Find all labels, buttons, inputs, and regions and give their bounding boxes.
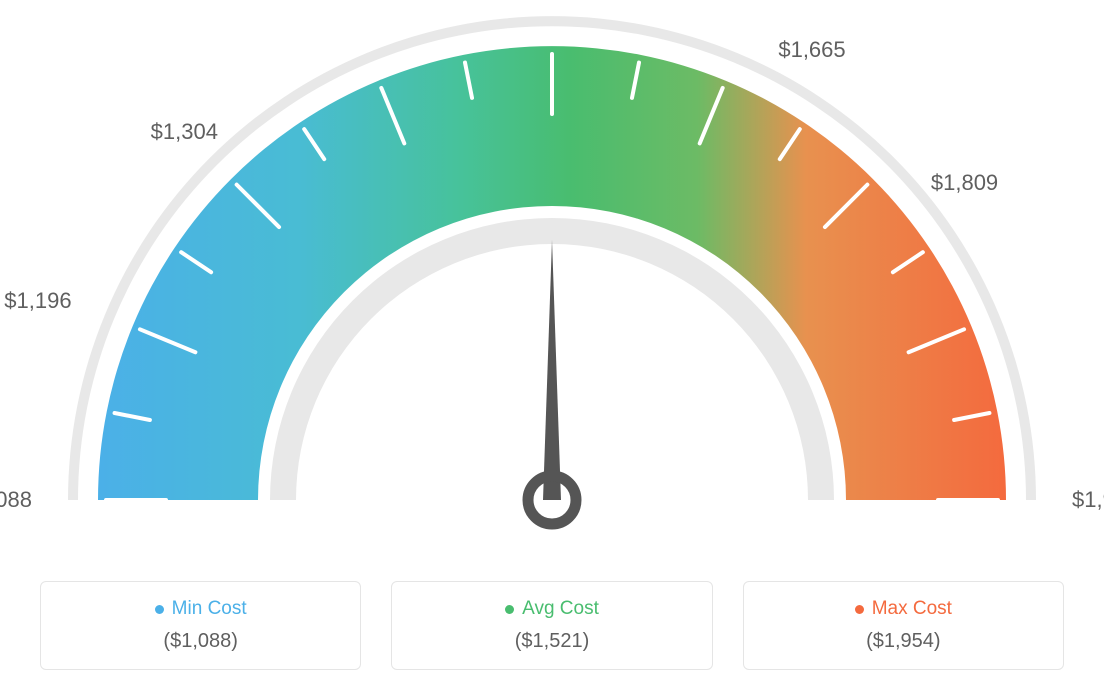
legend-label-min: Min Cost (172, 598, 247, 620)
scale-label: $1,954 (1072, 487, 1104, 513)
scale-label: $1,088 (0, 487, 32, 513)
legend-row: Min Cost ($1,088) Avg Cost ($1,521) Max … (0, 581, 1104, 670)
legend-value-max: ($1,954) (754, 630, 1053, 653)
legend-label-max: Max Cost (872, 598, 952, 620)
legend-label-avg: Avg Cost (522, 598, 599, 620)
legend-title-max: Max Cost (855, 598, 952, 620)
gauge-svg (0, 0, 1104, 560)
legend-title-avg: Avg Cost (505, 598, 599, 620)
legend-card-avg: Avg Cost ($1,521) (391, 581, 712, 670)
legend-card-min: Min Cost ($1,088) (40, 581, 361, 670)
legend-dot-min (155, 605, 164, 614)
legend-title-min: Min Cost (155, 598, 247, 620)
legend-dot-max (855, 605, 864, 614)
legend-dot-avg (505, 605, 514, 614)
gauge-area: $1,088$1,196$1,304$1,521$1,665$1,809$1,9… (0, 0, 1104, 560)
legend-value-min: ($1,088) (51, 630, 350, 653)
scale-label: $1,304 (151, 119, 218, 145)
gauge-chart: $1,088$1,196$1,304$1,521$1,665$1,809$1,9… (0, 0, 1104, 690)
scale-label: $1,196 (4, 288, 71, 314)
scale-label: $1,665 (778, 37, 845, 63)
scale-label: $1,809 (931, 170, 998, 196)
legend-value-avg: ($1,521) (402, 630, 701, 653)
legend-card-max: Max Cost ($1,954) (743, 581, 1064, 670)
